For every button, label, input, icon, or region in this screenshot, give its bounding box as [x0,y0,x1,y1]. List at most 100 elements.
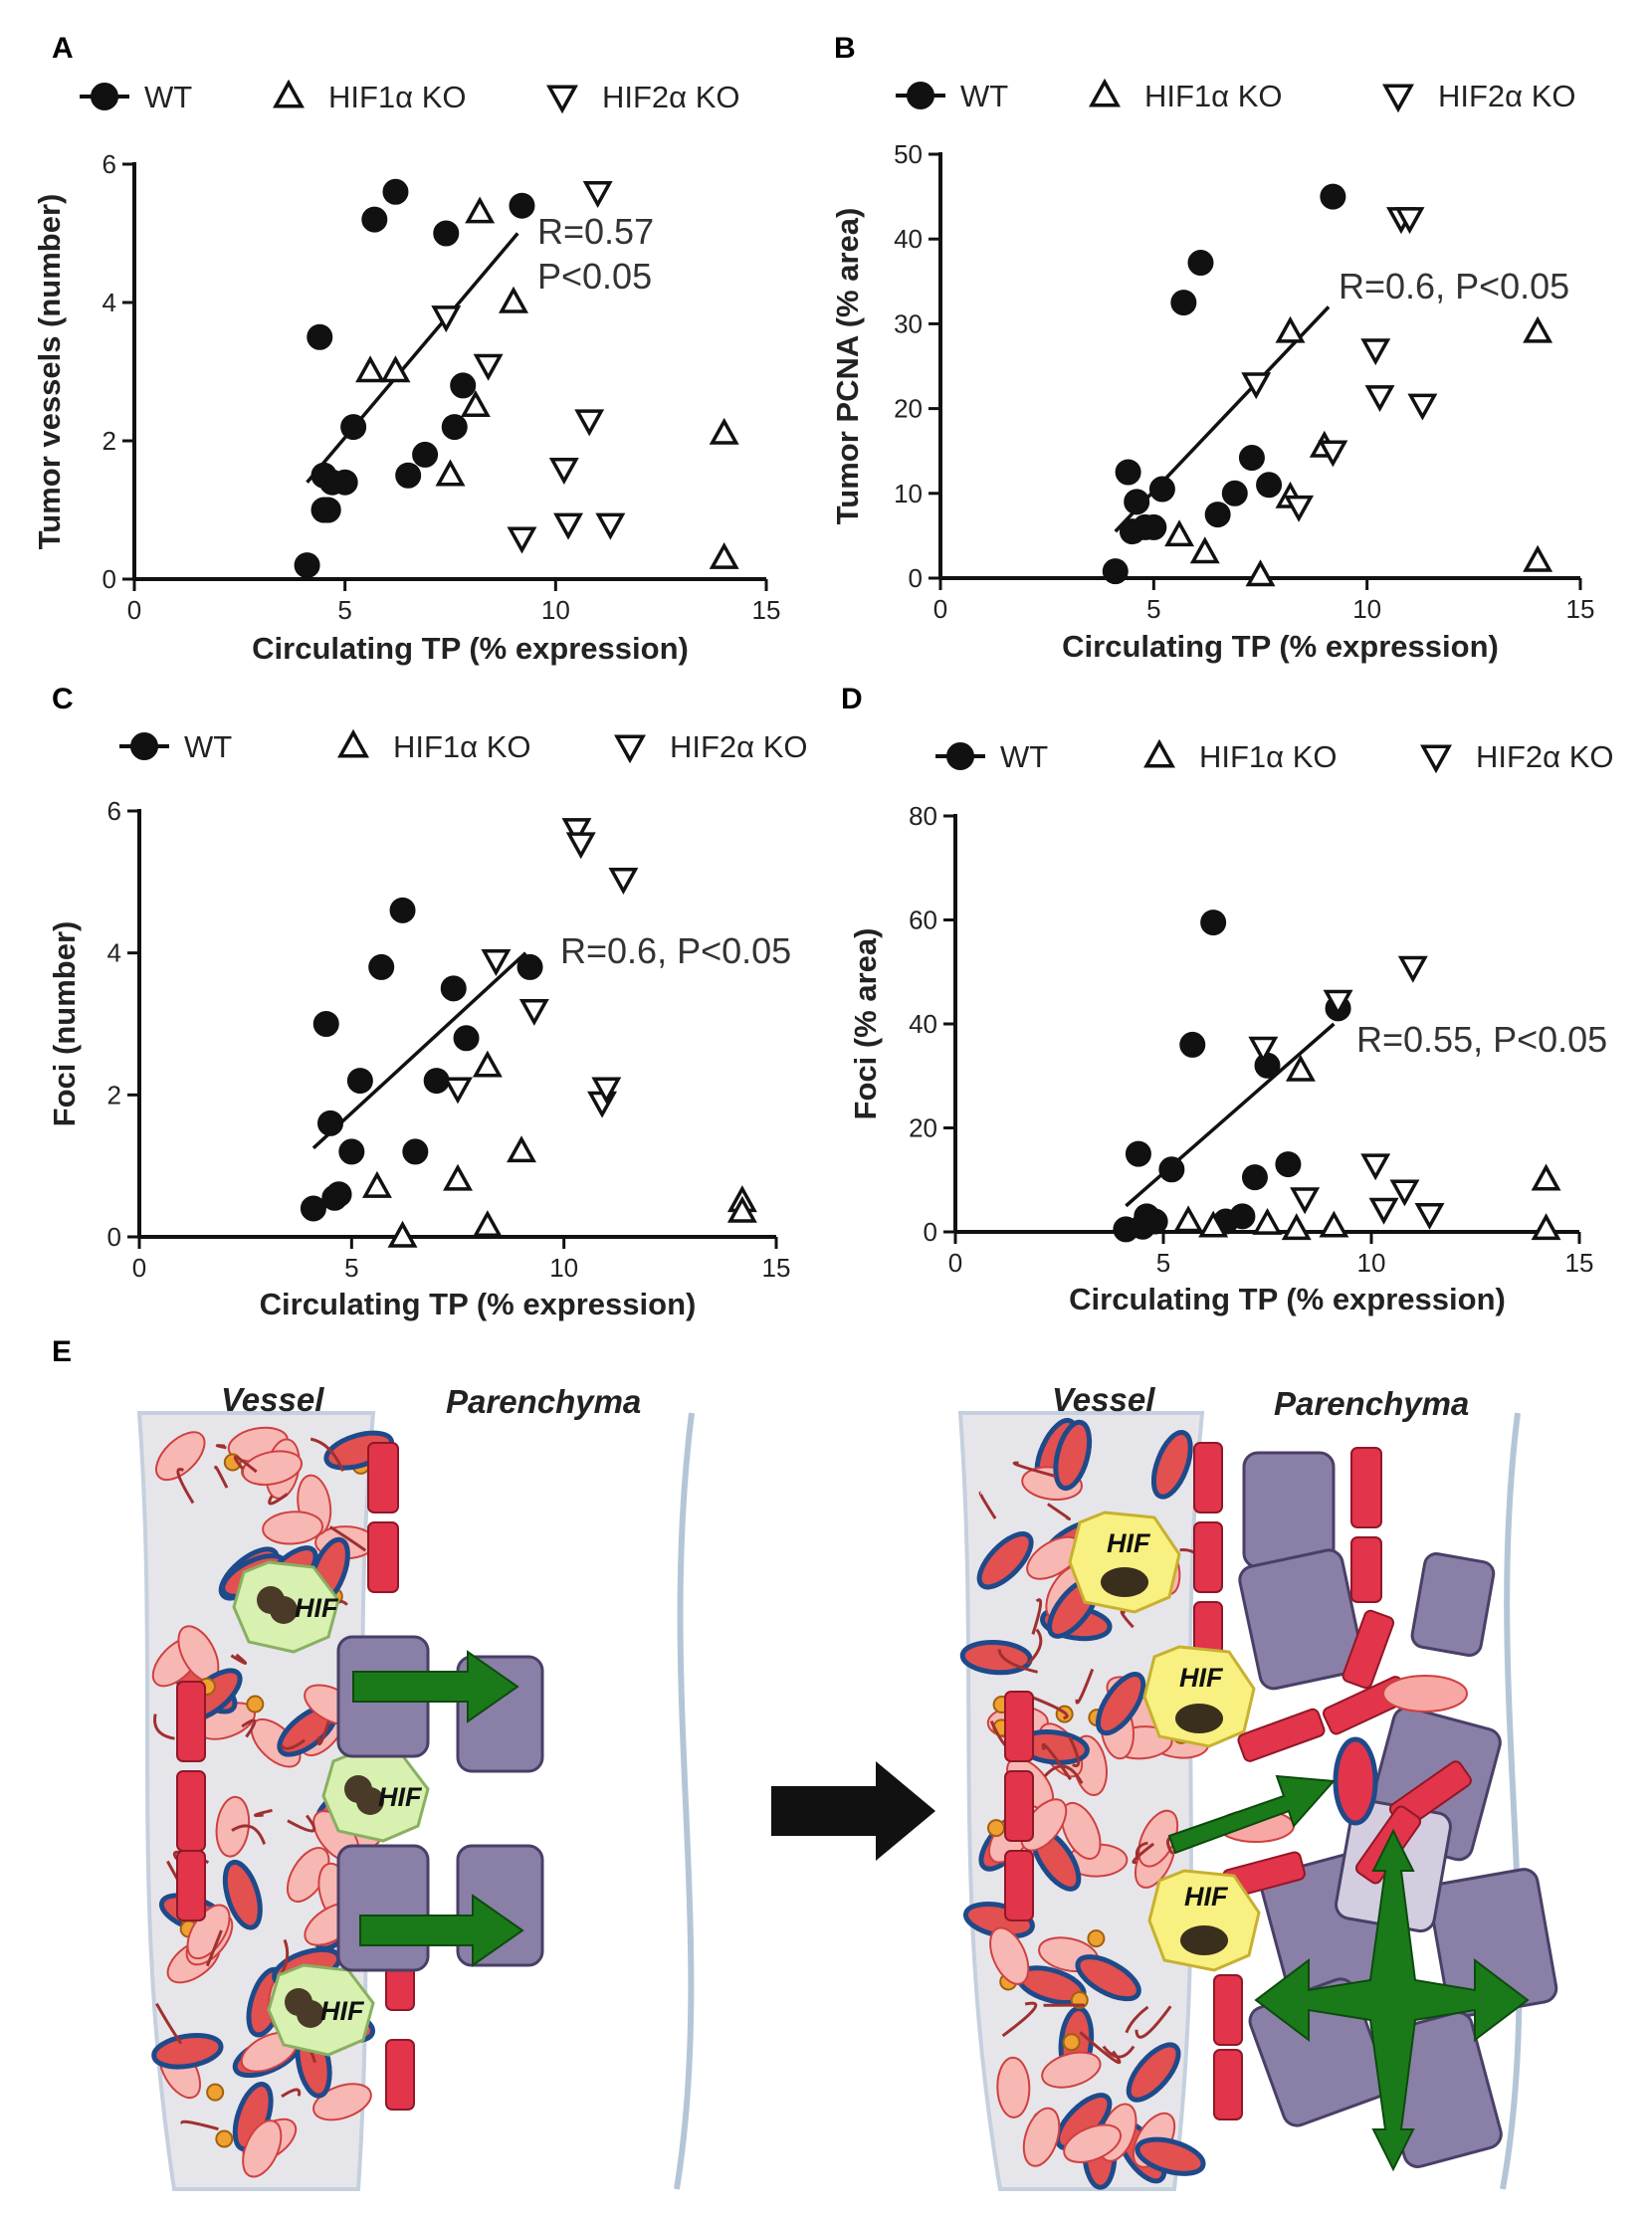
fibrin-strand [1012,1461,1057,1479]
series-hif2 [1248,955,1445,1230]
data-point [1414,1202,1445,1230]
data-point [1148,476,1175,503]
fibrin-strand [1135,2005,1172,2039]
y-tick-label: 4 [107,938,121,968]
data-point [300,1195,326,1222]
fibrin-strand [1031,1598,1043,1635]
platelet [215,2129,234,2148]
series-hif1 [1173,1054,1561,1241]
transition-arrow [771,1761,935,1861]
data-point [382,178,409,205]
data-point [1275,1151,1302,1178]
data-point [1115,459,1141,486]
data-point [1187,250,1214,277]
hif-label: HIF [378,1782,423,1812]
x-axis-title: Circulating TP (% expression) [1062,629,1499,664]
fibrin-strand [1068,1735,1081,1768]
y-tick-label: 40 [909,1009,937,1039]
platelet [986,1819,1005,1838]
legend-marker-wt [130,732,158,760]
data-point [389,897,416,923]
right-scene: Vessel Parenchyma [957,1381,1558,2191]
hif-label: HIF [320,1996,365,2026]
data-point [314,497,341,523]
right-green-arrows [1167,1774,1530,2172]
fibrin-strand [280,1938,290,1974]
panel-letter: D [841,683,863,715]
data-point [509,192,535,219]
fibrin-strand [1001,2001,1038,2038]
fibrin-strand [205,1929,223,1967]
fibrin-strand [310,1437,345,1472]
x-tick-label: 10 [541,595,570,625]
data-point [1319,1210,1349,1238]
data-point [1102,558,1129,585]
y-tick-label: 40 [894,224,923,254]
regression-line [306,232,519,484]
data-point [1229,1203,1256,1230]
legend: WT HIF1α KO HIF2α KO [896,78,1576,113]
data-point [1523,315,1553,343]
x-tick-label: 5 [1156,1248,1170,1278]
data-point [312,1011,339,1037]
data-point [548,458,579,486]
x-tick-label: 10 [1352,594,1381,624]
legend-label-hif1: HIF1α KO [1199,739,1338,774]
fibrin-strand [230,1653,247,1665]
fibrin-strand [153,1714,175,1740]
series-hif1 [1164,315,1553,587]
fibrin-strand [155,2002,183,2045]
hif-label: HIF [295,1593,339,1623]
fibrin-strand [280,1738,307,1750]
data-point [1285,1054,1316,1082]
data-point [443,1163,473,1191]
fibrin-strand [176,1468,195,1505]
data-point [1241,1164,1268,1191]
data-point [1523,544,1553,572]
platelet [1062,2033,1081,2052]
data-point [1360,1153,1391,1181]
fibrin-strand [1026,1628,1043,1666]
data-point [1394,207,1425,235]
legend-label-hif2: HIF2α KO [1438,79,1576,113]
data-point [307,323,333,350]
legend-label-wt: WT [1000,739,1048,774]
x-axis-title: Circulating TP (% expression) [260,1287,697,1321]
fibrin-strand [231,1824,267,1845]
data-point [412,441,439,468]
data-point [340,414,367,441]
data-point [709,541,739,569]
data-point [1200,909,1227,936]
data-point [1179,1031,1206,1058]
fibrin-strand [1041,1742,1072,1781]
stat-annotation: R=0.6, P<0.05 [560,930,791,971]
left-hif-cell-3: HIF [267,1963,375,2057]
data-point [361,206,388,233]
data-point [380,355,411,383]
red-blood-cell [1063,2123,1122,2163]
y-tick-label: 6 [107,796,121,826]
y-tick-label: 6 [103,149,116,179]
data-point [1252,1207,1283,1235]
legend-label-wt: WT [144,80,192,114]
data-point [499,286,528,313]
red-blood-cell [262,1511,324,1545]
right-hif-cell-2: HIF [1142,1645,1256,1748]
fibrin-strand [1135,1841,1148,1861]
data-point [368,953,395,980]
data-point [1170,290,1197,316]
legend: WT HIF1α KO HIF2α KO [119,728,808,764]
red-blood-cell [1041,2051,1102,2089]
red-blood-cell [1022,2107,1061,2167]
red-blood-cell [241,1450,304,1487]
fibrin-strand [997,1649,1038,1674]
panel-letter: B [834,32,856,65]
data-point [582,181,613,209]
data-point [1198,1210,1229,1238]
platelet [1087,1929,1106,1948]
regression-line [1125,1022,1336,1208]
y-axis-title: Foci (% area) [848,928,883,1120]
data-point [1284,495,1315,522]
legend-label-hif1: HIF1α KO [393,729,531,764]
fibrin-strand [1043,1764,1084,1785]
